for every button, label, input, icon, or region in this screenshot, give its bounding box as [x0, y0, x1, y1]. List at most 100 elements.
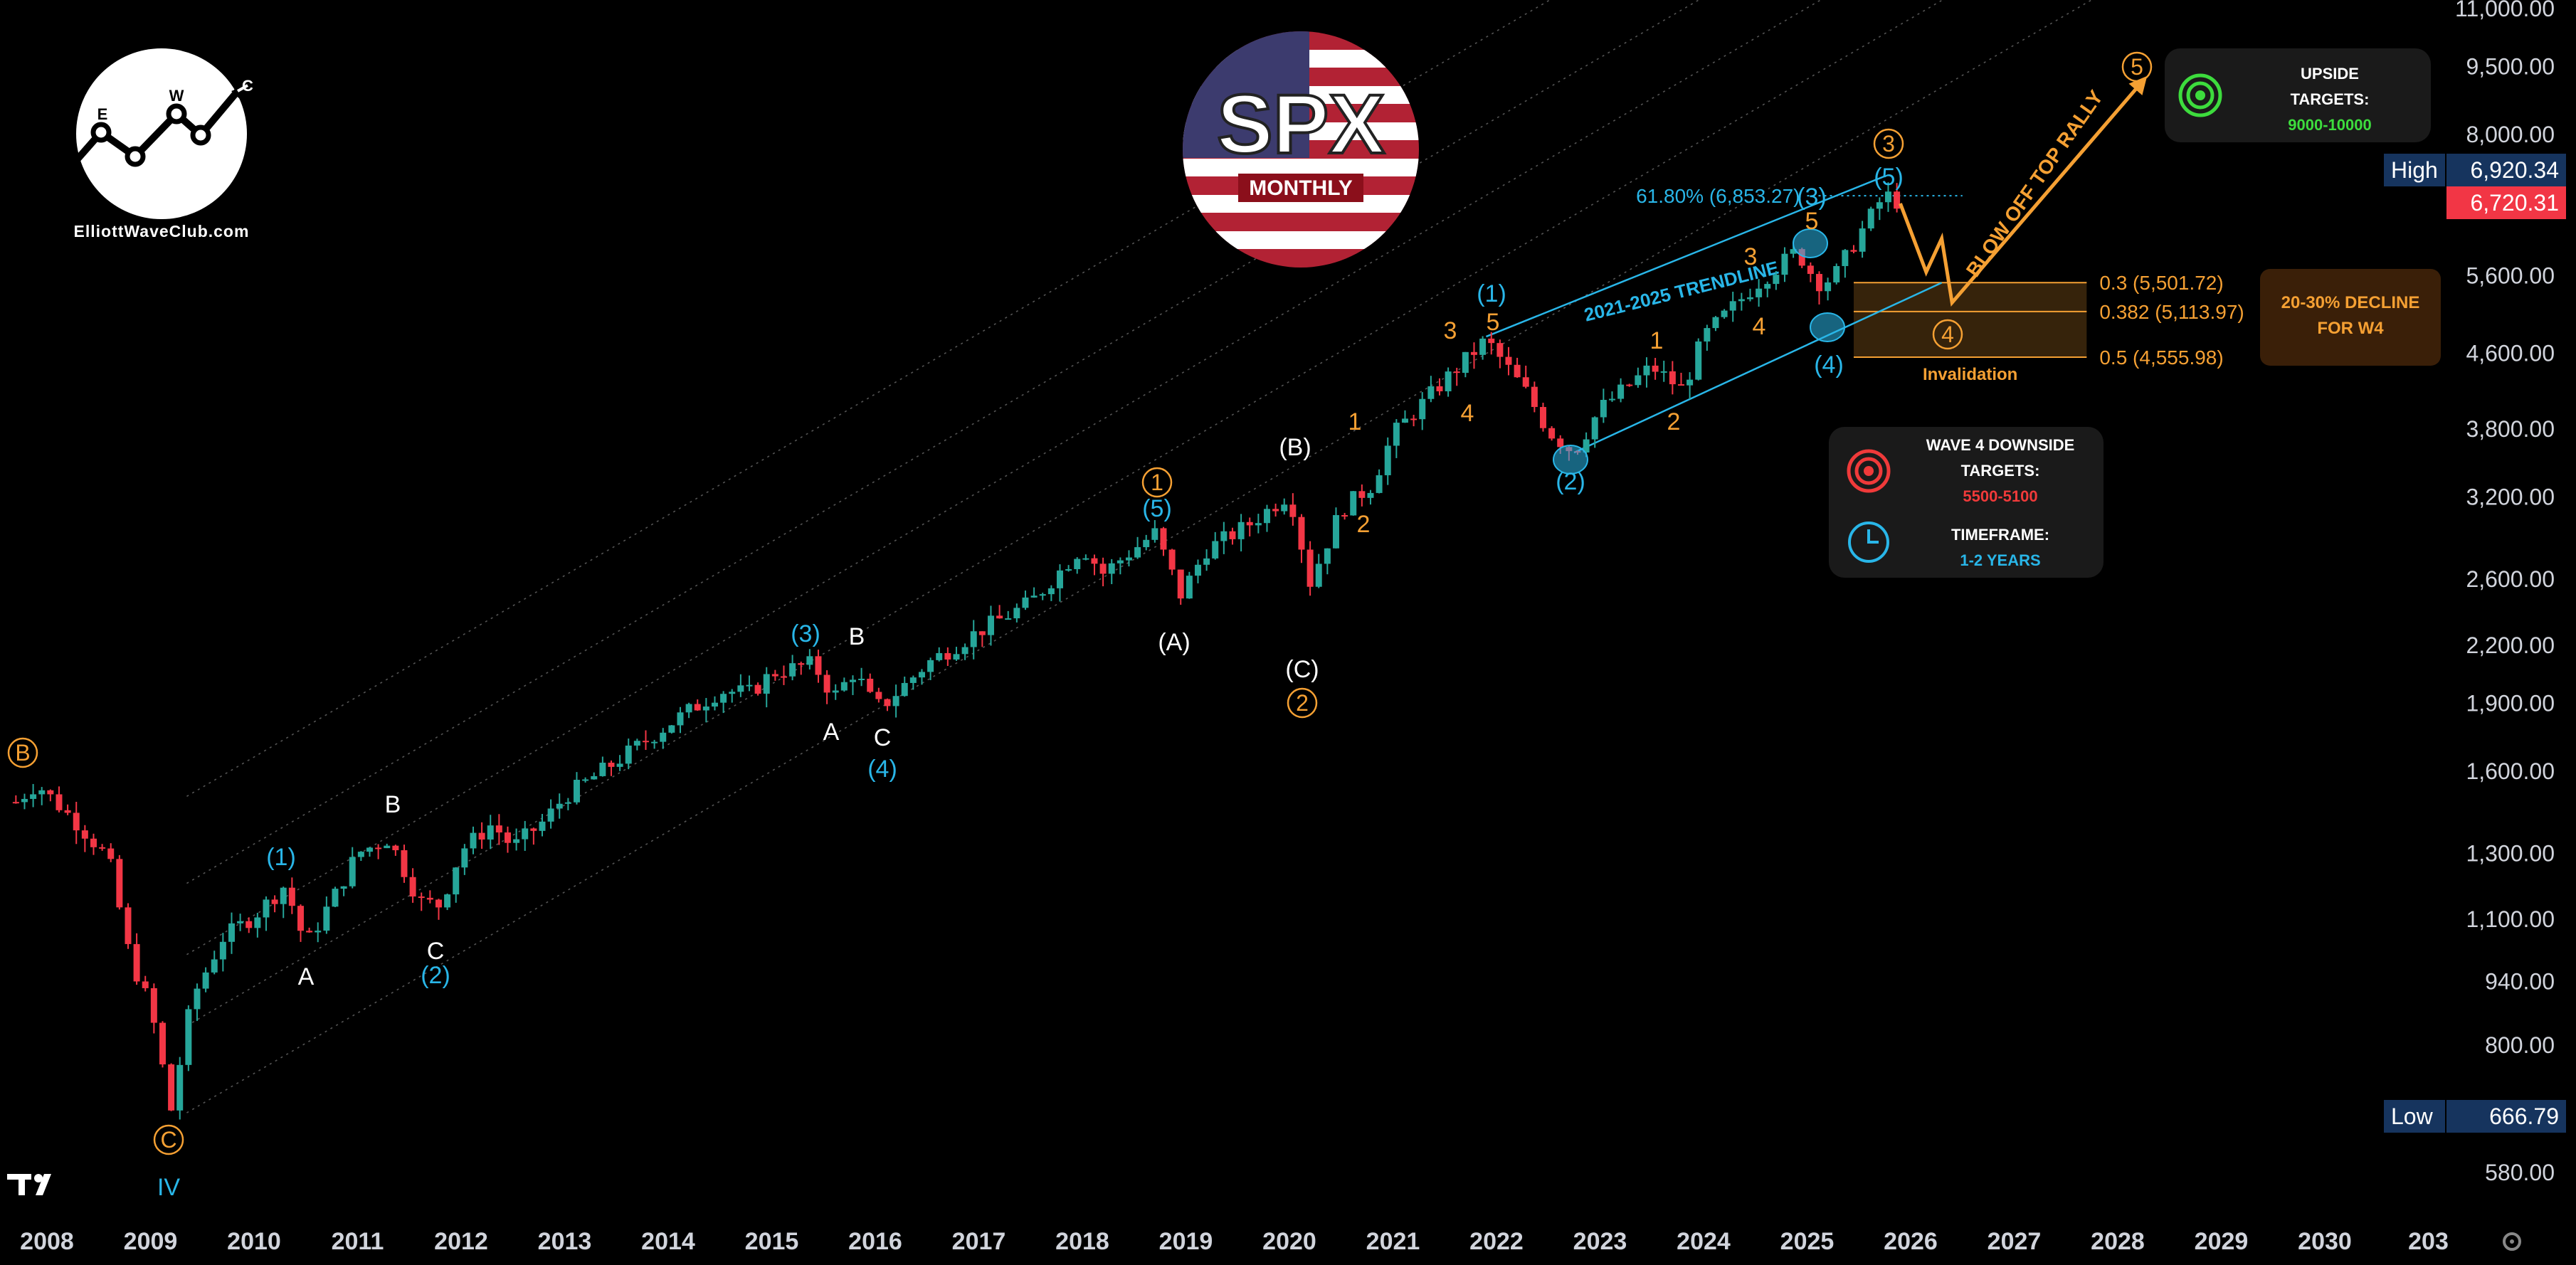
y-tick-label: 1,600.00: [2466, 758, 2555, 784]
candle-body: [1617, 384, 1625, 399]
candle-body: [901, 682, 908, 697]
fib-label: 61.80% (6,853.27): [1636, 185, 1800, 207]
candle-body: [1756, 288, 1763, 297]
candle-body: [142, 981, 149, 988]
high-label-badge: High: [2384, 154, 2445, 186]
candle-body: [1237, 522, 1245, 539]
candle-body: [1652, 365, 1659, 372]
candle-body: [487, 825, 494, 840]
candle-body: [1514, 364, 1521, 378]
candle-body: [858, 678, 865, 680]
candle-body: [608, 762, 615, 767]
settings-gear-icon[interactable]: [2503, 1232, 2521, 1251]
candle-body: [1746, 297, 1753, 300]
candle-body: [815, 656, 822, 675]
candle-body: [573, 780, 580, 803]
candle-body: [633, 741, 640, 746]
candle-body: [798, 663, 805, 665]
x-tick-label: 2022: [1469, 1228, 1524, 1255]
candle-body: [444, 894, 451, 908]
wave-4-2024: 4: [1753, 313, 1766, 340]
candle-body: [1790, 249, 1797, 254]
wave-paren-4-2016: (4): [867, 756, 897, 783]
candle-body: [1505, 356, 1512, 365]
candle-body: [64, 810, 71, 813]
fib-zone: [1853, 282, 2087, 358]
x-tick-label: 2015: [745, 1228, 799, 1255]
candle-body: [1160, 528, 1167, 550]
x-tick-label: 2021: [1366, 1228, 1420, 1255]
x-tick-label: 2027: [1988, 1228, 2042, 1255]
x-tick-label: 2017: [952, 1228, 1006, 1255]
candle-body: [176, 1064, 184, 1111]
candle-body: [1807, 265, 1814, 275]
candle-body: [694, 704, 701, 711]
decline-box: 20-30% DECLINE FOR W4: [2260, 269, 2441, 366]
wave-circled-4-circle: [1932, 319, 1963, 350]
candle-body: [297, 906, 304, 931]
candle-body: [1781, 253, 1788, 275]
candle-body: [1125, 557, 1132, 561]
candle-body: [1660, 371, 1667, 373]
candle-body: [185, 1009, 192, 1065]
wave-3-marker: [1793, 228, 1828, 258]
y-tick-label: 800.00: [2485, 1032, 2555, 1058]
candle-body: [1833, 265, 1840, 282]
candle-body: [288, 887, 295, 906]
high-value-badge: 6,920.34: [2446, 154, 2566, 186]
wave-c-2011: C: [427, 938, 445, 965]
x-tick-label: 2010: [227, 1228, 281, 1255]
wave-2-2023: 2: [1667, 408, 1681, 435]
candle-body: [530, 828, 537, 831]
wave-paren-1-2021: (1): [1477, 280, 1506, 307]
price-axis[interactable]: 11,000.00 9,500.00 8,000.00 5,600.00 4,600.0…: [2455, 0, 2555, 1185]
candle-body: [1082, 558, 1089, 560]
wave-paren-3-2015: (3): [791, 620, 820, 647]
candle-body: [1419, 398, 1426, 420]
candle-body: [660, 732, 667, 742]
x-tick-label: 2028: [2091, 1228, 2145, 1255]
candle-body: [763, 674, 770, 694]
candle-body: [1427, 386, 1435, 399]
candle-body: [1358, 491, 1366, 498]
candle-body: [849, 679, 856, 682]
candle-body: [1695, 341, 1702, 380]
pro-label: PRO: [68, 1177, 102, 1195]
y-tick-label: 940.00: [2485, 969, 2555, 995]
trendline-lower: [1573, 282, 1943, 454]
candle-body: [599, 762, 606, 776]
upside-title: UPSIDE: [2301, 65, 2359, 83]
wave-circled-2-circle: [1287, 687, 1318, 719]
upside-subtitle: TARGETS:: [2290, 90, 2370, 108]
tradingview-watermark: PRO: [7, 1174, 102, 1195]
x-tick-label: 2014: [641, 1228, 695, 1255]
x-tick-label: 2019: [1159, 1228, 1213, 1255]
y-tick-label: 5,600.00: [2466, 263, 2555, 288]
candle-body: [435, 899, 442, 908]
candle-body: [1608, 398, 1615, 401]
candle-body: [1099, 563, 1107, 574]
candle-body: [1022, 597, 1029, 608]
candle-body: [1764, 284, 1771, 289]
candle-body: [1479, 338, 1487, 355]
decline-line1: 20-30% DECLINE: [2281, 293, 2420, 312]
candle-body: [1496, 343, 1504, 357]
candle-body: [1453, 371, 1460, 374]
candle-body: [1263, 509, 1270, 524]
x-tick-label: 2012: [434, 1228, 488, 1255]
candle-body: [1815, 274, 1822, 292]
time-axis[interactable]: 2008 2009 2010 2011 2012 2013 2014 2015 2016 2017…: [20, 1228, 2449, 1255]
candle-body: [642, 741, 649, 743]
x-tick-label: 2016: [848, 1228, 902, 1255]
candle-body: [1151, 528, 1158, 540]
candle-body: [81, 830, 88, 839]
candle-body: [30, 794, 37, 799]
candle-body: [1462, 351, 1469, 374]
fib-label: 0.3 (5,501.72): [2099, 272, 2223, 294]
candle-body: [168, 1064, 175, 1111]
candle-body: [720, 694, 727, 703]
candle-body: [806, 656, 813, 665]
candle-body: [1677, 384, 1684, 386]
candle-body: [651, 741, 658, 743]
